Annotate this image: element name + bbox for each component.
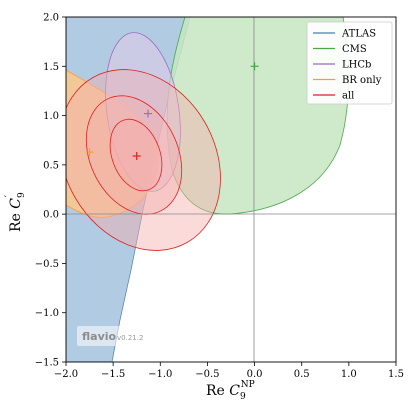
y-tick-label: 2.0 — [43, 13, 59, 24]
plot-frame — [65, 16, 397, 363]
svg-text:Re C9NP: Re C9NP — [206, 380, 255, 402]
y-tick-label: 0.0 — [43, 210, 59, 221]
flavio-watermark: flavio v0.21.2 — [77, 326, 144, 346]
plot-regions — [66, 17, 350, 362]
best-fit-markers — [85, 62, 259, 160]
legend-label: all — [342, 91, 354, 102]
legend-label: LHCb — [342, 60, 371, 71]
y-axis-label: Re C9′ — [4, 192, 27, 232]
watermark-box — [77, 326, 144, 346]
legend-item-all: all — [313, 91, 354, 102]
y-tick-label: 0.5 — [43, 160, 59, 171]
watermark-name: flavio — [82, 330, 117, 343]
legend-item-br-only: BR only — [313, 75, 382, 86]
legend-label: BR only — [342, 75, 382, 86]
x-tick-label: −2.0 — [54, 369, 78, 380]
legend-label: CMS — [342, 44, 367, 55]
x-axis-label: Re C9NP — [206, 380, 255, 402]
y-tick-label: −0.5 — [35, 259, 59, 270]
y-tick-label: 1.5 — [43, 62, 59, 73]
x-tick-label: −0.5 — [195, 369, 219, 380]
x-axis-ticks: −2.0 −1.5 −1.0 −0.5 0.0 0.5 1.0 1.5 — [54, 362, 404, 380]
best-fit-marker-br-only — [85, 148, 94, 157]
y-axis-ticks: −1.5 −1.0 −0.5 0.0 0.5 1.0 1.5 2.0 — [35, 13, 66, 369]
y-tick-label: −1.0 — [35, 308, 59, 319]
x-tick-label: −1.5 — [101, 369, 125, 380]
x-tick-label: 1.0 — [341, 369, 357, 380]
best-fit-marker-all — [132, 151, 141, 160]
y-tick-label: −1.5 — [35, 358, 59, 369]
best-fit-marker-lhcb — [144, 109, 153, 118]
legend-label: ATLAS — [341, 29, 376, 40]
y-tick-label: 1.0 — [43, 111, 59, 122]
all-region-1sigma — [109, 118, 163, 192]
x-tick-label: −1.0 — [148, 369, 172, 380]
legend: ATLAS CMS LHCb BR only all — [306, 21, 393, 105]
x-tick-label: 0.0 — [247, 369, 263, 380]
legend-box — [306, 21, 393, 105]
watermark-version: v0.21.2 — [117, 334, 143, 342]
svg-text:Re C9′: Re C9′ — [4, 192, 27, 232]
x-tick-label: 0.5 — [294, 369, 310, 380]
legend-item-atlas: ATLAS — [313, 29, 376, 40]
legend-item-cms: CMS — [313, 44, 367, 55]
x-tick-label: 1.5 — [388, 369, 404, 380]
best-fit-marker-cms — [250, 62, 259, 71]
legend-item-lhcb: LHCb — [313, 60, 371, 71]
